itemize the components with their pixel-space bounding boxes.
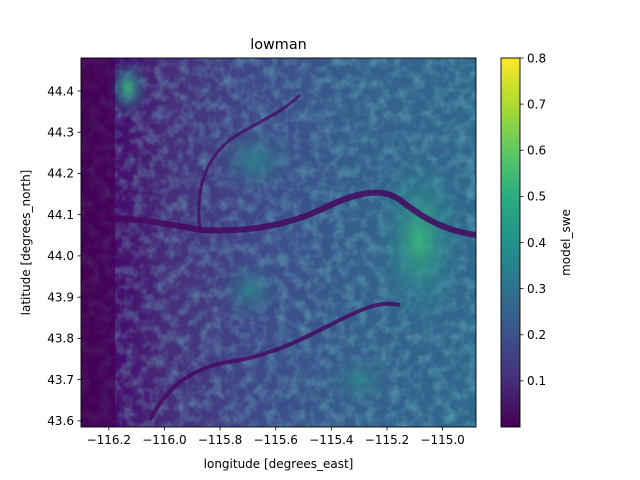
x-tick-label: −115.6 bbox=[254, 433, 298, 447]
x-axis-ticks: −116.2 −116.0 −115.8 −115.6 −115.4 −115.2 −115… bbox=[87, 427, 465, 447]
colorbar-tick-label: 0.1 bbox=[527, 374, 546, 388]
colorbar-tick-label: 0.6 bbox=[527, 144, 546, 158]
x-tick-label: −116.2 bbox=[87, 433, 131, 447]
y-tick-label: 43.6 bbox=[47, 414, 74, 428]
x-tick-label: −116.0 bbox=[142, 433, 186, 447]
colorbar-tick-label: 0.2 bbox=[527, 328, 546, 342]
high-swe-area-central bbox=[210, 120, 300, 200]
y-tick-label: 44.1 bbox=[47, 208, 74, 222]
y-tick-label: 44.4 bbox=[47, 84, 74, 98]
x-tick-label: −115.8 bbox=[198, 433, 242, 447]
high-swe-area-south bbox=[215, 255, 285, 325]
colorbar-tick-label: 0.3 bbox=[527, 282, 546, 296]
chart-title: lowman bbox=[250, 37, 307, 53]
colorbar-ticks: 0.1 0.2 0.3 0.4 0.5 0.6 0.7 0.8 bbox=[520, 51, 546, 388]
y-axis-ticks: 43.6 43.7 43.8 43.9 44.0 44.1 44.2 44.3 44.4 bbox=[47, 84, 81, 428]
river-valley-main bbox=[81, 189, 476, 238]
high-swe-area-east bbox=[372, 145, 468, 335]
x-axis-label: longitude [degrees_east] bbox=[204, 457, 354, 471]
y-tick-label: 44.2 bbox=[47, 167, 74, 181]
plot-frame bbox=[80, 57, 477, 428]
colorbar-tick-label: 0.8 bbox=[527, 51, 546, 65]
heatmap-field bbox=[81, 58, 476, 427]
high-swe-area-north bbox=[106, 58, 150, 118]
y-tick-label: 44.3 bbox=[47, 126, 74, 140]
low-swe-strip-west bbox=[81, 58, 115, 427]
high-swe-area-southeast bbox=[320, 345, 400, 415]
river-valley-south bbox=[148, 301, 401, 421]
x-tick-label: −115.4 bbox=[309, 433, 353, 447]
colorbar-tick-label: 0.5 bbox=[527, 190, 546, 204]
y-tick-label: 43.7 bbox=[47, 373, 74, 387]
colorbar-tick-label: 0.4 bbox=[527, 236, 546, 250]
x-tick-label: −115.0 bbox=[420, 433, 464, 447]
colorbar bbox=[500, 57, 521, 428]
y-tick-label: 43.8 bbox=[47, 332, 74, 346]
y-tick-label: 43.9 bbox=[47, 290, 74, 304]
colorbar-label: model_swe bbox=[559, 209, 573, 276]
y-tick-label: 44.0 bbox=[47, 249, 74, 263]
colorbar-tick-label: 0.7 bbox=[527, 97, 546, 111]
y-axis-label: latitude [degrees_north] bbox=[19, 170, 33, 316]
x-tick-label: −115.2 bbox=[365, 433, 409, 447]
river-valley-north bbox=[197, 93, 302, 231]
